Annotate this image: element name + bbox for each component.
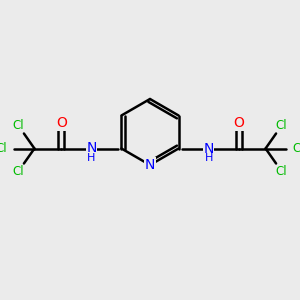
- Text: H: H: [87, 153, 96, 163]
- Text: Cl: Cl: [13, 119, 24, 132]
- Text: N: N: [86, 142, 97, 155]
- Text: H: H: [204, 153, 213, 163]
- Text: N: N: [203, 142, 214, 155]
- Text: Cl: Cl: [13, 165, 24, 178]
- Text: N: N: [145, 158, 155, 172]
- Text: Cl: Cl: [276, 165, 287, 178]
- Text: Cl: Cl: [276, 119, 287, 132]
- Text: O: O: [56, 116, 67, 130]
- Text: Cl: Cl: [0, 142, 7, 155]
- Text: Cl: Cl: [293, 142, 300, 155]
- Text: O: O: [233, 116, 244, 130]
